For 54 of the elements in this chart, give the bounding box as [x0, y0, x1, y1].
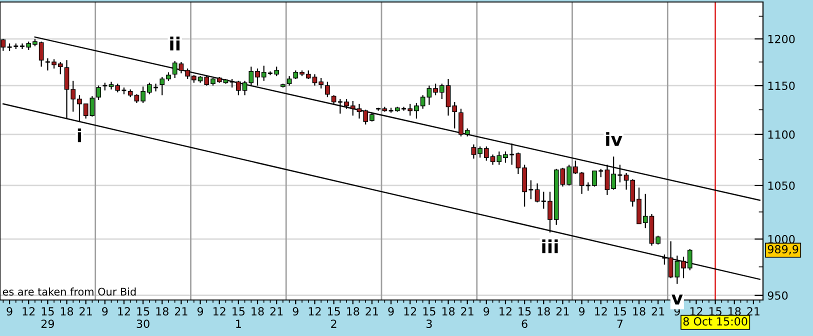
x-tick-label: 15 29: [41, 307, 54, 328]
x-tick-label: 12: [214, 307, 226, 316]
y-tick-label: 950: [768, 291, 788, 300]
x-tick-label: 9: [6, 307, 12, 316]
candlestick: [96, 85, 101, 101]
x-tick-label: 21: [174, 307, 188, 316]
annotation: es are taken from Our Bid: [2, 288, 136, 296]
x-tick-label: 21: [80, 307, 92, 316]
annotation: iv: [606, 132, 622, 146]
x-tick-label: 18: [347, 307, 360, 316]
x-tick-label: 15 1: [232, 307, 245, 328]
x-tick-label: 21: [556, 307, 569, 316]
x-tick-label: 21: [366, 307, 378, 316]
x-tick-label: 15 7: [614, 307, 626, 328]
annotation: ii: [170, 36, 180, 50]
x-tick-label: 9: [484, 307, 490, 316]
x-tick-label: 12: [595, 307, 607, 316]
x-tick-label: 18: [156, 307, 168, 316]
x-tick-label: 21: [461, 307, 474, 316]
x-tick-label: 18: [60, 307, 74, 316]
x-tick-label: 15 6: [518, 307, 531, 328]
x-tick-label: 21: [652, 307, 664, 316]
x-tick-label: 18: [442, 307, 455, 316]
candlestick: [286, 76, 292, 86]
annotation: 989,9: [768, 245, 798, 255]
y-tick-label: 1200: [768, 34, 795, 44]
x-tick-label: 9: [388, 307, 394, 316]
x-tick-label: 9: [197, 307, 204, 316]
x-tick-label: 9: [292, 307, 298, 316]
x-tick-label: 12: [22, 307, 35, 316]
annotation: iii: [542, 239, 558, 254]
x-tick-label: 12: [404, 307, 416, 316]
candlestick: [534, 182, 540, 203]
annotation: i: [78, 128, 82, 142]
x-tick-label: 9: [578, 307, 585, 316]
x-tick-label: 18: [252, 307, 264, 316]
x-tick-label: 9: [102, 307, 108, 316]
x-tick-label: 12: [500, 307, 512, 316]
x-tick-label: 12: [308, 307, 321, 316]
annotation: v: [672, 294, 683, 305]
x-tick-label: 21: [270, 307, 283, 316]
x-tick-label: 12: [118, 307, 130, 316]
candlestick: [662, 254, 668, 266]
y-tick-label: 1050: [768, 181, 795, 190]
candlestick: [325, 81, 330, 98]
y-tick-label: 1100: [768, 130, 795, 139]
y-tick-label: 1150: [768, 82, 795, 90]
x-tick-label: 15 2: [328, 307, 340, 328]
x-tick-label: 15 30: [136, 307, 150, 328]
ref-line-label: 8 Oct 15:00: [683, 317, 748, 326]
x-tick-label: 18: [538, 307, 550, 316]
x-tick-label: 18: [633, 307, 646, 316]
x-tick-label: 15 3: [423, 307, 436, 328]
x-tick-label: 21: [747, 307, 760, 316]
